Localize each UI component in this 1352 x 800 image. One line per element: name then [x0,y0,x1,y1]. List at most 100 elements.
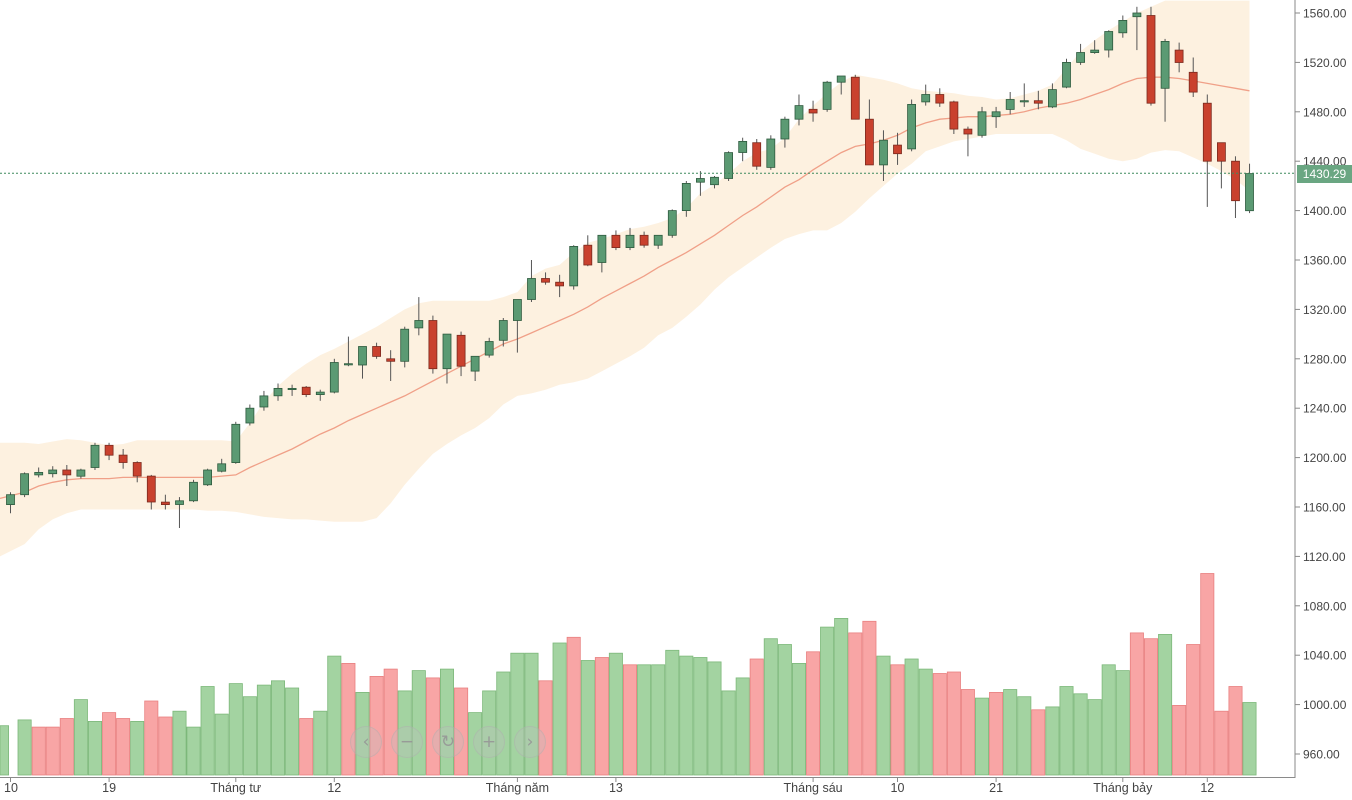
candle [329,358,339,394]
x-tick-label: Tháng bảy [1093,781,1153,795]
candle [203,468,213,486]
volume-bar [1017,696,1032,776]
volume-bar [777,644,792,776]
candle [1132,6,1142,51]
volume-bar [313,710,328,776]
volume-bar [1059,686,1074,776]
volume-bar [130,721,145,776]
candle-body [1146,15,1156,104]
candle-body [794,105,804,120]
y-tick-label: 1480.00 [1303,105,1347,119]
candle-body [1245,173,1254,212]
candle [34,467,44,478]
candle-body [541,278,550,283]
volume-bar [299,718,314,776]
y-tick-label: 1080.00 [1303,599,1347,613]
candle [1118,15,1128,38]
volume-bar [594,657,609,776]
y-tick-label: 1200.00 [1303,451,1347,465]
volume-bar [904,658,919,776]
candle [766,135,776,170]
chevron-right-icon: › [526,732,534,752]
volume-bar [946,671,961,776]
candle [865,99,874,166]
volume-bar [158,716,173,776]
candle [935,88,945,107]
candle-body [822,81,832,110]
volume-bar [580,660,595,776]
candle-body [48,469,58,475]
candle-body [1188,71,1198,93]
y-tick-label: 1320.00 [1303,303,1347,317]
candle-body [865,118,874,166]
candle [555,274,564,298]
candle [498,318,508,347]
chevron-left-icon: ‹ [362,732,370,752]
volume-bar [59,718,74,776]
candle [1217,142,1226,189]
chart-navigation-controls: ‹ − ↻ + › [350,726,546,760]
volume-bar [679,655,694,776]
candle-body [879,139,888,166]
x-tick-label: 13 [609,781,623,795]
candle-body [372,346,382,357]
volume-bar [1158,634,1173,776]
candle-body [569,245,579,287]
bollinger-band [0,0,1250,557]
scroll-left-button[interactable]: ‹ [350,726,382,758]
y-tick-label: 1120.00 [1303,550,1346,564]
candle-body [62,469,72,476]
candle-body [498,320,508,341]
volume-bar [848,632,863,776]
candle [400,326,410,368]
zoom-in-button[interactable]: + [473,726,505,758]
candle [513,299,522,353]
y-tick-label: 1560.00 [1303,7,1347,21]
volume-bar [45,726,60,776]
candle [667,209,677,238]
candle-body [132,462,142,477]
candle [1062,58,1071,89]
reset-zoom-button[interactable]: ↻ [432,726,464,758]
volume-bar [890,664,905,776]
candle-body [653,234,663,246]
volume-bar [270,680,285,776]
candle-body [315,391,325,396]
volume-bar [932,673,947,776]
volume-bar [172,710,187,776]
candle [104,442,114,461]
y-tick-label: 1360.00 [1303,254,1347,268]
y-tick-label: 1520.00 [1303,56,1347,70]
x-tick-label: 19 [102,781,116,795]
candle-body [428,320,438,370]
candle [710,176,719,189]
candle [1076,43,1085,65]
y-tick-label: 1000.00 [1303,698,1347,712]
volume-bar [834,618,849,776]
candle [1174,42,1184,73]
candle [146,474,156,510]
candle [456,331,466,377]
volume-bar [1214,710,1229,776]
candle [780,116,790,148]
candle-body [386,358,396,362]
candlesticks [6,6,1254,528]
candle-body [724,152,733,179]
candle [48,466,58,478]
candle-body [780,118,790,140]
candle [245,404,255,426]
candle-body [273,387,283,397]
volume-bar [256,684,271,776]
candle [752,139,762,170]
candle [484,337,494,358]
candle [597,234,607,273]
x-tick-label: Tháng sáu [784,781,843,795]
volume-bar [665,649,680,776]
zoom-out-button[interactable]: − [391,726,423,758]
candle [949,100,959,134]
volume-bar [623,664,638,776]
scroll-right-button[interactable]: › [514,726,546,758]
candle [428,315,438,374]
candle-body [1019,100,1029,103]
